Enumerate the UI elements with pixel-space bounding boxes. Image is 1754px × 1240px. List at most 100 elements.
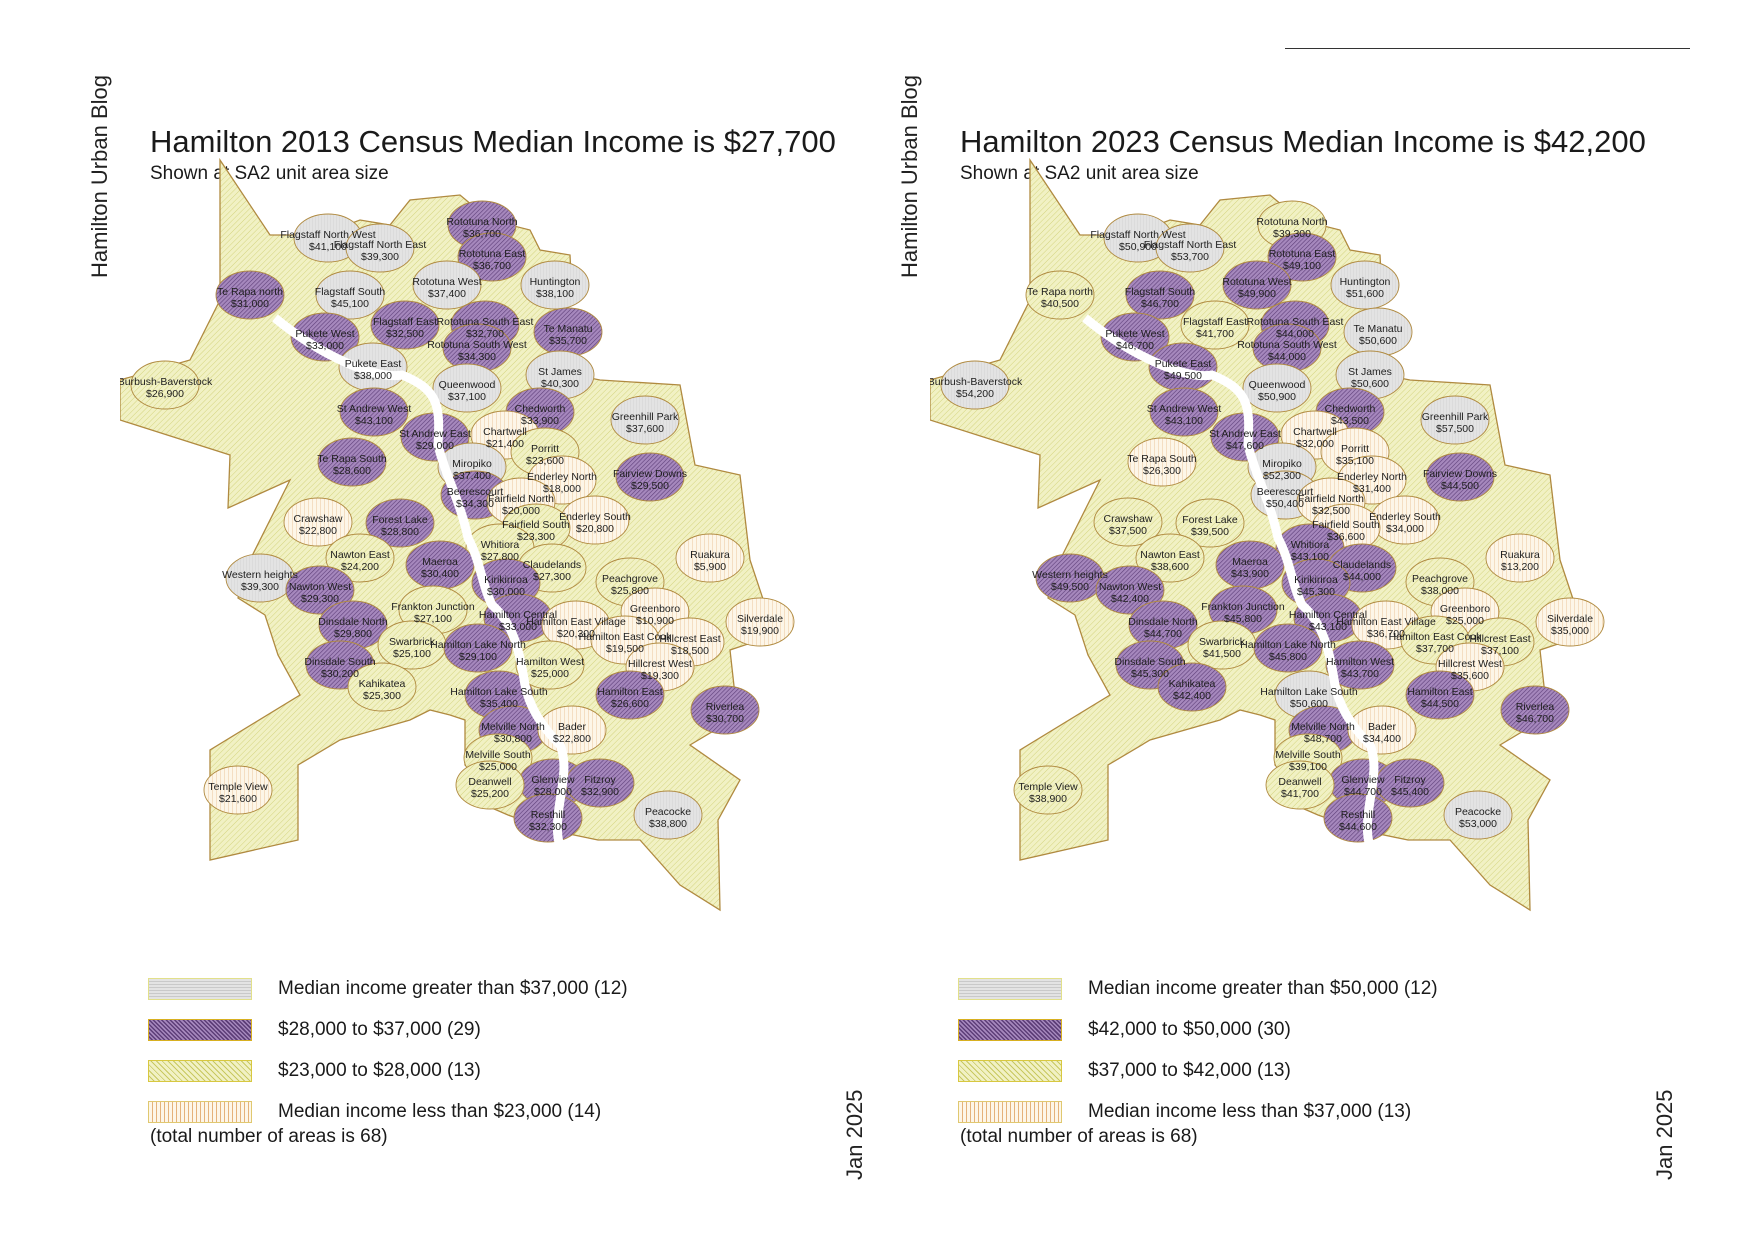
area-label: Nawton West $42,400 — [1099, 581, 1161, 605]
area-label: St James $40,300 — [538, 366, 582, 390]
choropleth-map: Te Rapa north $31,000 Flagstaff North West… — [120, 157, 795, 912]
area-label: Beerescourt $50,400 — [1257, 486, 1314, 510]
top-rule-line — [1285, 48, 1690, 49]
legend-row: $23,000 to $28,000 (13) — [148, 1050, 628, 1091]
area-label: Glenview $44,700 — [1341, 774, 1385, 798]
area-region — [1265, 760, 1335, 810]
area-label: Fairview Downs $29,500 — [613, 468, 687, 492]
area-label: Flagstaff North West $50,900 — [1090, 229, 1185, 253]
area-region — [1127, 437, 1197, 487]
area-label: Chartwell $21,400 — [483, 426, 527, 450]
map-title: Hamilton 2023 Census Median Income is $4… — [960, 124, 1646, 159]
area-label: Fairfield North $20,000 — [488, 493, 554, 517]
area-label: Resthill $44,600 — [1339, 809, 1377, 833]
area-label: Porritt $35,100 — [1336, 443, 1374, 467]
area-label: Hillcrest West $19,300 — [628, 658, 692, 682]
legend-swatch-orange — [148, 1100, 252, 1123]
area-region — [325, 533, 395, 583]
area-label: Queenwood $37,100 — [439, 379, 496, 403]
area-label: Hillcrest West $35,600 — [1438, 658, 1502, 682]
area-label: Temple View $38,900 — [1018, 781, 1078, 805]
area-label: Pukete East $49,500 — [1155, 358, 1212, 382]
area-label: Burbush-Baverstock $26,900 — [120, 376, 213, 400]
area-label: Crawshaw $37,500 — [1103, 513, 1152, 537]
area-label: Frankton Junction $27,100 — [391, 601, 475, 625]
area-label: Kirikiriroa $30,000 — [484, 574, 528, 598]
area-label: Whitiora $27,800 — [481, 539, 520, 563]
area-region — [345, 223, 415, 273]
area-label: Riverlea $46,700 — [1516, 701, 1555, 725]
area-regions — [130, 200, 795, 843]
legend-swatch-purple — [958, 1018, 1062, 1041]
area-label: Nawton East $24,200 — [330, 549, 390, 573]
area-label: Rototuna West $37,400 — [412, 276, 481, 300]
area-label: Bader $34,400 — [1363, 721, 1401, 745]
area-label: Hamilton West $43,700 — [1326, 656, 1394, 680]
area-region — [1405, 670, 1475, 720]
area-label: Hillcrest East $37,100 — [1469, 633, 1530, 657]
area-label: Enderley South $20,800 — [559, 511, 631, 535]
area-region — [1535, 597, 1605, 647]
area-label: Kahikatea $42,400 — [1169, 678, 1216, 702]
area-label: Dinsdale South $30,200 — [304, 656, 375, 680]
area-label: Burbush-Baverstock $54,200 — [930, 376, 1023, 400]
legend-swatch-gray — [148, 977, 252, 1000]
area-label: Flagstaff North East $53,700 — [1144, 239, 1237, 263]
area-label: Pukete West $33,000 — [295, 328, 354, 352]
area-region — [1125, 270, 1195, 320]
area-label: Rototuna South West $34,300 — [427, 339, 527, 363]
area-label: Hamilton East Village $20,300 — [526, 616, 626, 640]
map-panel-2013: Hamilton Urban Blog Jan 2025 Hamilton 20… — [0, 0, 870, 1240]
legend-label: $23,000 to $28,000 (13) — [278, 1059, 481, 1081]
area-region — [455, 760, 525, 810]
legend-row: Median income greater than $50,000 (12) — [958, 968, 1438, 1009]
area-label: Fitzroy $45,400 — [1391, 774, 1429, 798]
area-region — [1267, 232, 1337, 282]
area-label: Pukete West $46,700 — [1105, 328, 1164, 352]
area-regions — [940, 200, 1605, 843]
area-label: Temple View $21,600 — [208, 781, 268, 805]
area-region — [443, 623, 513, 673]
area-label: Riverlea $30,700 — [706, 701, 745, 725]
area-label: Claudelands $44,000 — [1333, 559, 1391, 583]
area-label: Ruakura $5,900 — [690, 549, 730, 573]
area-region — [290, 312, 360, 362]
area-label: St Andrew West $43,100 — [337, 403, 412, 427]
legend-label: $37,000 to $42,000 (13) — [1088, 1059, 1291, 1081]
area-label: St Andrew West $43,100 — [1147, 403, 1222, 427]
legend-swatch-purple — [148, 1018, 252, 1041]
area-label: Rototuna North $36,700 — [446, 216, 517, 240]
area-label: Flagstaff East $32,500 — [373, 316, 437, 340]
area-label: Flagstaff South $46,700 — [1125, 286, 1196, 310]
area-region — [725, 597, 795, 647]
area-label: Rototuna South West $44,000 — [1237, 339, 1337, 363]
area-region — [347, 662, 417, 712]
area-region — [515, 640, 585, 690]
area-label: Forest Lake $39,500 — [1182, 514, 1238, 538]
area-label: Rototuna South East $32,700 — [437, 316, 534, 340]
area-label: Chedworth $33,900 — [515, 403, 566, 427]
city-boundary — [120, 157, 776, 912]
area-region — [1500, 685, 1570, 735]
area-label: Te Rapa north $40,500 — [1027, 286, 1093, 310]
area-label: Queenwood $50,900 — [1249, 379, 1306, 403]
area-label: Dinsdale North $44,700 — [1128, 616, 1198, 640]
area-label: Nawton East $38,600 — [1140, 549, 1200, 573]
total-areas-note: (total number of areas is 68) — [150, 1126, 388, 1147]
area-label: Peacocke $38,800 — [645, 806, 691, 830]
area-label: Bader $22,800 — [553, 721, 591, 745]
area-region — [940, 360, 1010, 410]
area-label: Hamilton East $26,600 — [597, 686, 662, 710]
area-region — [203, 765, 273, 815]
area-label: Fairview Downs $44,500 — [1423, 468, 1497, 492]
area-region — [1157, 662, 1227, 712]
area-region — [1135, 533, 1205, 583]
area-label: Flagstaff North East $39,300 — [334, 239, 427, 263]
area-region — [1443, 790, 1513, 840]
area-label: Rototuna South East $44,000 — [1247, 316, 1344, 340]
legend-label: Median income greater than $37,000 (12) — [278, 977, 628, 999]
area-region — [215, 270, 285, 320]
area-label: St Andrew East $47,600 — [1209, 428, 1281, 452]
area-label: Frankton Junction $45,800 — [1201, 601, 1285, 625]
area-label: Te Rapa South $28,600 — [317, 453, 387, 477]
